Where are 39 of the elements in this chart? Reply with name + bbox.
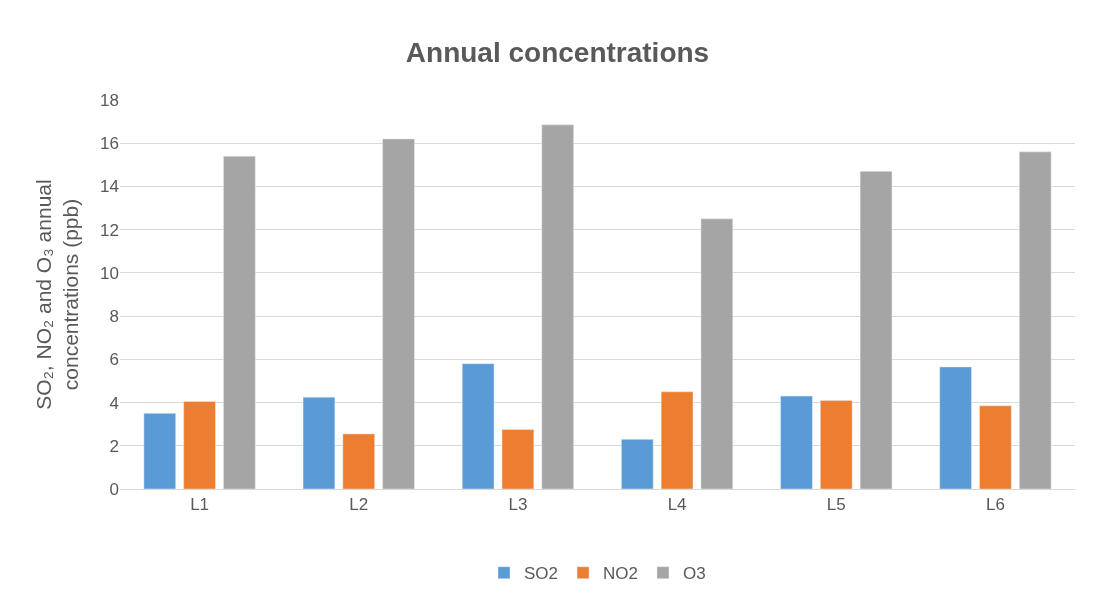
x-tick-label: L2 xyxy=(349,495,369,515)
y-tick-label: 6 xyxy=(109,350,119,370)
bar xyxy=(780,395,813,489)
y-tick-label: 10 xyxy=(100,263,119,283)
bar xyxy=(820,400,853,489)
x-tick-label: L4 xyxy=(667,495,687,515)
bar xyxy=(143,413,176,489)
bar xyxy=(541,124,574,489)
x-tick-label: L5 xyxy=(826,495,846,515)
bar xyxy=(700,218,734,489)
y-tick-label: 4 xyxy=(109,393,119,413)
bar xyxy=(979,405,1012,489)
bar xyxy=(342,433,375,489)
y-tick-label: 2 xyxy=(109,436,119,456)
y-tick-label: 12 xyxy=(100,220,119,240)
bar xyxy=(382,138,415,489)
bar xyxy=(183,401,216,489)
x-tick-label: L1 xyxy=(190,495,210,515)
y-tick-label: 18 xyxy=(100,90,119,110)
bar xyxy=(939,366,972,489)
legend-label: SO2 xyxy=(524,564,559,584)
y-tick-label: 16 xyxy=(100,134,119,154)
y-tick-label: 8 xyxy=(109,307,119,327)
bar xyxy=(621,439,654,489)
y-tick-label: 0 xyxy=(109,479,119,499)
y-axis-title: SO₂, NO₂ and O₃ annual concentrations (ppb) xyxy=(31,179,83,410)
bar xyxy=(1019,151,1052,489)
bar xyxy=(501,429,535,489)
chart-title: Annual concentrations xyxy=(405,36,710,68)
legend-label: NO2 xyxy=(603,564,638,584)
bar xyxy=(461,363,495,489)
bar xyxy=(302,396,336,489)
bar xyxy=(223,155,256,489)
y-tick-label: 14 xyxy=(100,177,119,197)
bar xyxy=(859,171,893,489)
x-tick-label: L3 xyxy=(508,495,528,515)
x-tick-label: L6 xyxy=(985,495,1005,515)
legend-label: O3 xyxy=(683,564,706,584)
bar xyxy=(660,391,694,489)
